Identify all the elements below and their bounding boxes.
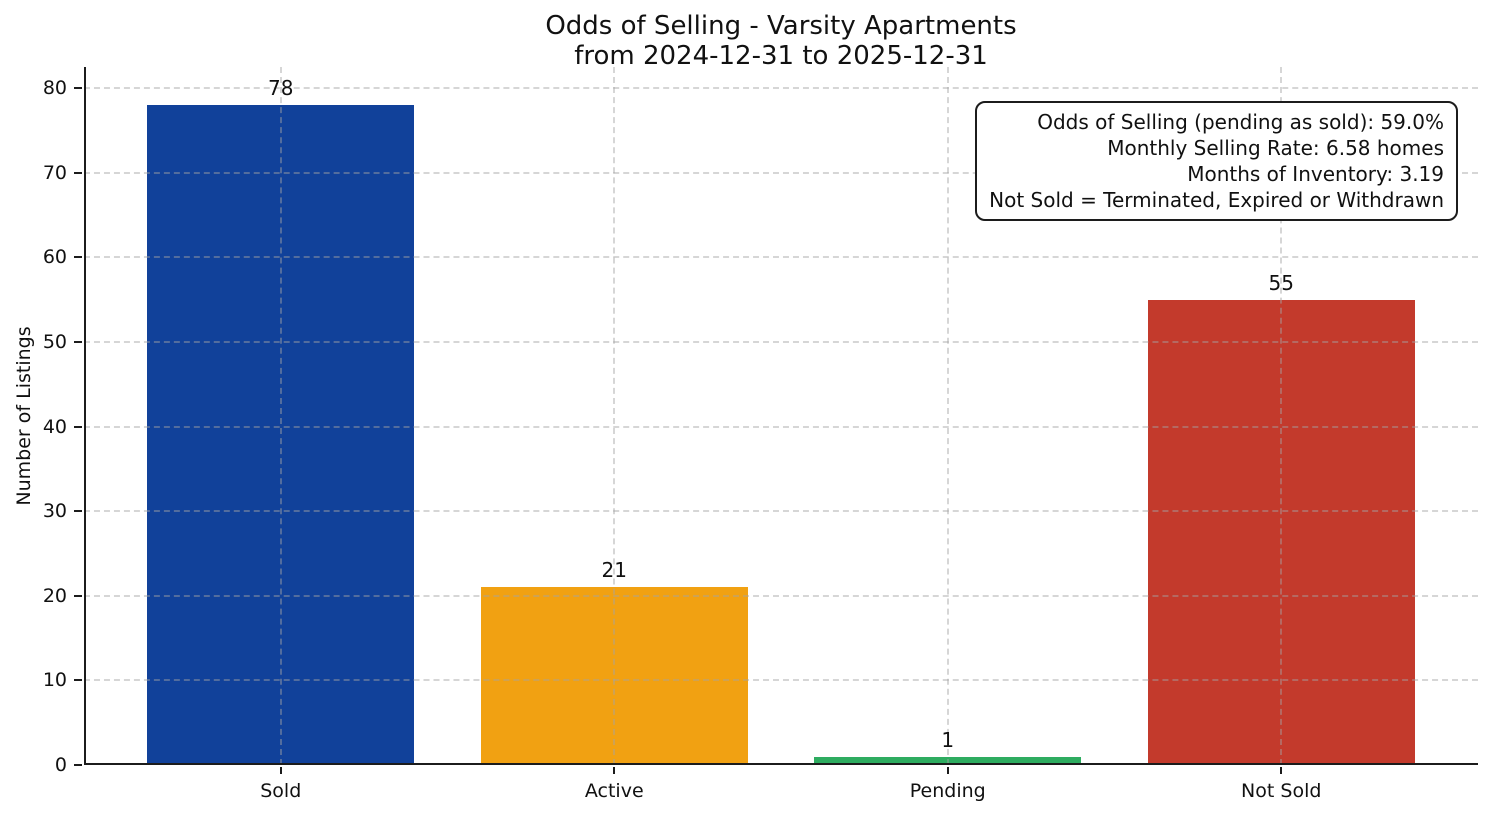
annotation-line-monthly-selling-rate: Monthly Selling Rate: 6.58 homes <box>1107 136 1444 160</box>
x-gridline <box>946 67 949 765</box>
y-tick-label: 80 <box>42 77 67 100</box>
y-tick-label: 60 <box>42 246 67 269</box>
y-tick-mark <box>74 171 82 174</box>
y-gridline <box>84 340 1478 343</box>
value-label-pending: 1 <box>941 727 955 752</box>
bar-pending <box>814 756 1082 765</box>
y-tick-label: 0 <box>54 754 67 776</box>
y-gridline <box>84 679 1478 682</box>
y-axis-spine <box>84 67 86 765</box>
x-tick-mark <box>946 767 949 774</box>
y-tick-label: 50 <box>42 330 67 353</box>
value-label-not-sold: 55 <box>1268 270 1294 295</box>
x-gridline <box>279 67 282 765</box>
y-tick-mark <box>74 425 82 428</box>
y-gridline <box>84 87 1478 90</box>
y-gridline <box>84 594 1478 597</box>
annotation-line-not-sold-definition: Not Sold = Terminated, Expired or Withdr… <box>989 188 1444 212</box>
y-gridline <box>84 510 1478 513</box>
x-tick-mark <box>279 767 282 774</box>
y-tick-label: 10 <box>42 669 67 692</box>
bar-active <box>480 587 748 765</box>
annotation-line-odds-of-selling: Odds of Selling (pending as sold): 59.0% <box>1037 110 1444 134</box>
y-tick-mark <box>74 679 82 682</box>
chart-title-block: Odds of Selling - Varsity Apartments fro… <box>84 11 1478 71</box>
y-tick-mark <box>74 510 82 513</box>
stats-annotation-box: Odds of Selling (pending as sold): 59.0%… <box>975 101 1458 221</box>
y-tick-mark <box>74 340 82 343</box>
x-tick-label-not-sold: Not Sold <box>1241 780 1322 802</box>
y-tick-mark <box>74 87 82 90</box>
plot-area: 0 10 20 30 40 50 60 70 80 78 Sold 21 Active 1 Pending 5… <box>43 67 1478 802</box>
x-axis-spine <box>84 763 1478 765</box>
y-tick-mark <box>74 256 82 259</box>
x-tick-label-active: Active <box>584 780 644 802</box>
annotation-line-months-of-inventory: Months of Inventory: 3.19 <box>1187 162 1444 186</box>
y-tick-mark <box>74 764 82 766</box>
chart-subtitle: from 2024-12-31 to 2025-12-31 <box>574 41 988 71</box>
x-gridline <box>613 67 616 765</box>
chart-title: Odds of Selling - Varsity Apartments <box>545 11 1017 41</box>
y-gridline <box>84 425 1478 428</box>
y-gridline <box>84 256 1478 259</box>
y-tick-label: 30 <box>42 500 67 523</box>
y-tick-label: 40 <box>42 415 67 438</box>
bar-sold <box>147 105 415 765</box>
y-tick-label: 20 <box>42 584 67 607</box>
x-tick-label-sold: Sold <box>260 780 302 802</box>
y-tick-mark <box>74 594 82 597</box>
value-label-active: 21 <box>601 558 627 583</box>
x-gridline <box>1280 67 1283 765</box>
y-tick-label: 70 <box>42 161 67 184</box>
bar-not-sold <box>1147 299 1415 765</box>
value-label-sold: 78 <box>268 76 294 101</box>
x-tick-mark <box>1280 767 1283 774</box>
x-tick-label-pending: Pending <box>909 780 986 802</box>
y-gridline <box>84 171 1478 174</box>
x-tick-mark <box>613 767 616 774</box>
